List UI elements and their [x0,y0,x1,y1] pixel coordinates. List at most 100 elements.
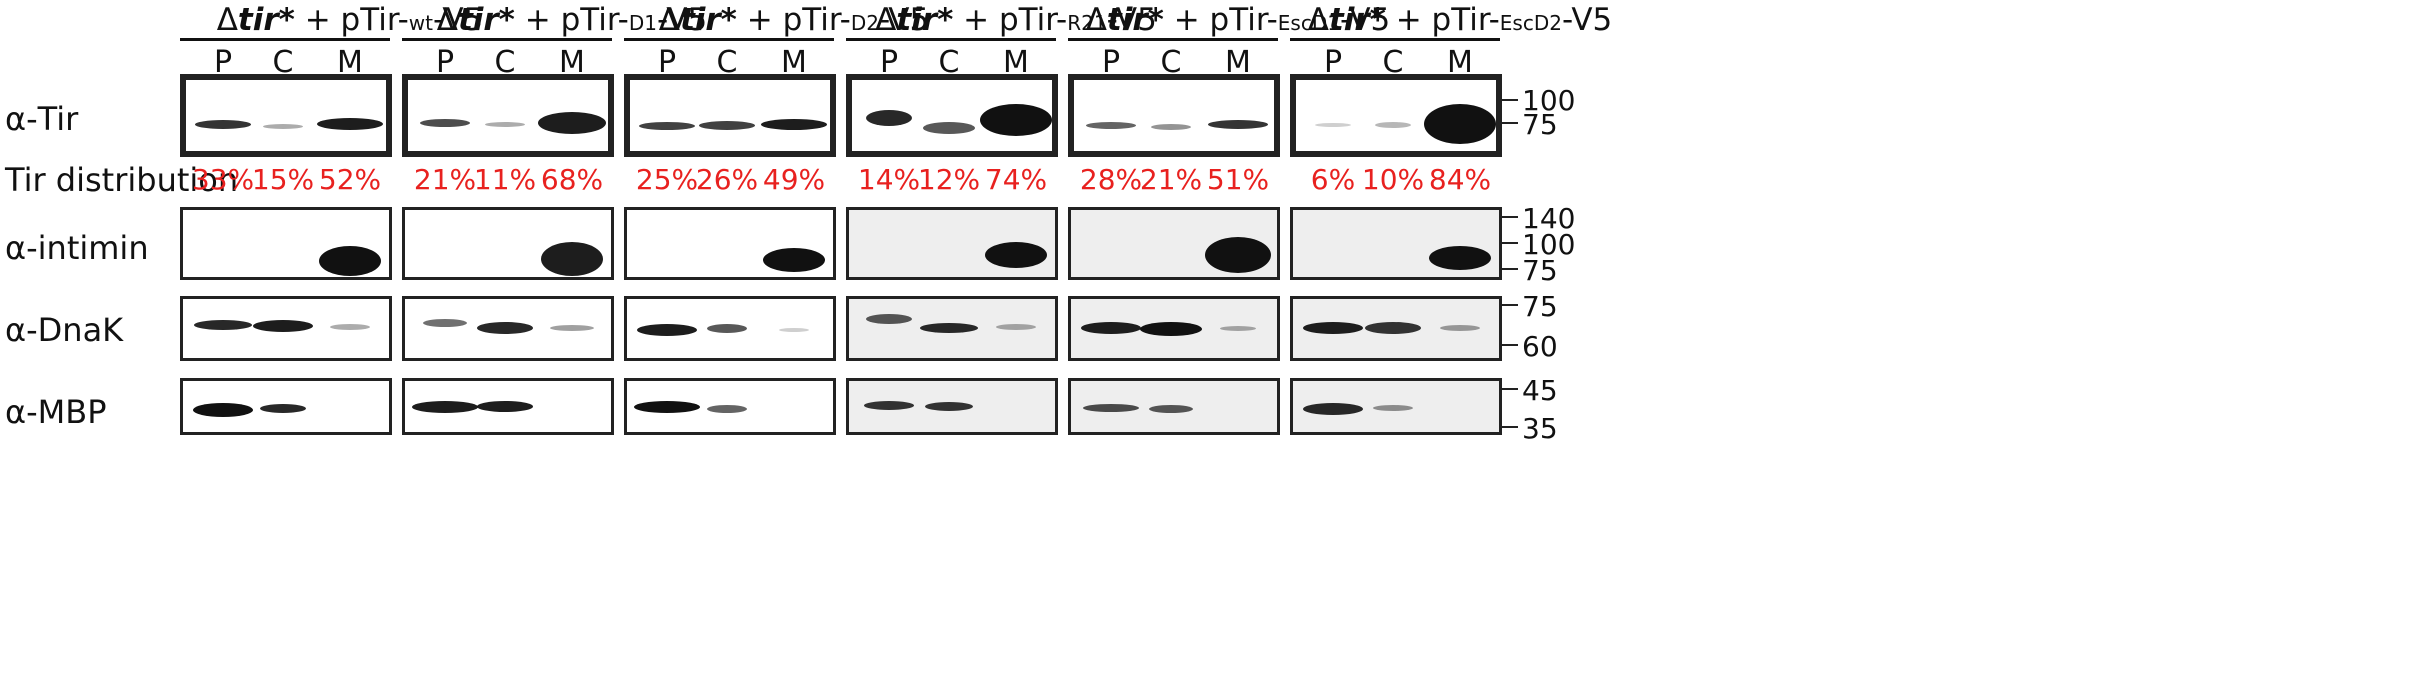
blot-panel-tir [624,74,836,157]
protein-band [763,248,825,272]
protein-band [1375,122,1411,128]
header-group-5: Δtir* + pTir-EscD1-V5 [1085,2,1391,38]
mw-tick [1502,216,1518,218]
blot-panel-tir [402,74,614,157]
protein-band [1208,120,1268,129]
protein-band [423,319,467,327]
protein-band [260,404,306,413]
lane-label: C [494,45,516,80]
header-underline [624,38,834,41]
protein-band [477,401,533,412]
protein-band [925,402,973,411]
protein-band [194,320,252,330]
protein-band [1373,405,1413,411]
protein-band [866,110,912,126]
tir-distribution-percent: 52% [318,163,382,196]
mw-marker-label: 60 [1522,330,1558,363]
mw-marker-label: 35 [1522,412,1558,445]
protein-band [637,324,697,336]
row-label-mbp: α-MBP [5,393,107,431]
tir-distribution-percent: 51% [1206,163,1270,196]
mw-marker-label: 100 [1522,84,1576,117]
lane-label: P [213,45,233,80]
header-group-6: Δtir* + pTir-EscD2-V5 [1307,2,1613,38]
lane-label: C [938,45,960,80]
protein-band [420,119,470,127]
mw-tick [1502,388,1518,390]
protein-band [1440,325,1480,331]
mw-marker-label: 75 [1522,254,1558,287]
protein-band [1315,123,1351,127]
protein-band [996,324,1036,330]
protein-band [1140,322,1202,336]
protein-band [920,323,978,333]
tir-distribution-percent: 28% [1079,163,1143,196]
protein-band [253,320,313,332]
protein-band [639,122,695,130]
lane-label: C [1160,45,1182,80]
tir-distribution-percent: 21% [413,163,477,196]
protein-band [263,124,303,129]
protein-band [1083,404,1139,412]
lane-label: P [1323,45,1343,80]
tir-distribution-percent: 49% [762,163,826,196]
mw-tick [1502,268,1518,270]
protein-band [195,120,251,129]
blot-panel-mbp [402,378,614,435]
row-label-dnak: α-DnaK [5,311,124,349]
protein-band [193,403,253,417]
tir-distribution-percent: 33% [191,163,255,196]
mw-tick [1502,122,1518,124]
mw-tick [1502,426,1518,428]
protein-band [634,401,700,413]
protein-band [779,328,809,332]
header-group-2: Δtir* + pTir-D1-V5 [436,2,708,38]
protein-band [1149,405,1193,413]
protein-band [1303,403,1363,415]
protein-band [1220,326,1256,331]
tir-distribution-percent: 11% [473,163,537,196]
tir-distribution-percent: 68% [540,163,604,196]
blot-panel-tir [180,74,392,157]
tir-distribution-percent: 26% [695,163,759,196]
mw-marker-label: 75 [1522,290,1558,323]
lane-label: P [1101,45,1121,80]
protein-band [1429,246,1491,270]
header-underline [1068,38,1278,41]
protein-band [1081,322,1141,334]
protein-band [550,325,594,331]
lane-label: C [716,45,738,80]
blot-panel-mbp [624,378,836,435]
protein-band [980,104,1052,136]
protein-band [1205,237,1271,273]
protein-band [1303,322,1363,334]
header-group-1: Δtir* + pTir-wt-V5 [216,2,484,38]
tir-distribution-percent: 21% [1139,163,1203,196]
protein-band [317,118,383,130]
mw-marker-label: 75 [1522,108,1558,141]
protein-band [864,401,914,410]
header-group-4: Δtir* + pTir-R21-V5 [875,2,1157,38]
header-group-3: Δtir* + pTir-D2-V5 [658,2,930,38]
mw-tick [1502,344,1518,346]
mw-tick [1502,242,1518,244]
tir-distribution-percent: 15% [251,163,315,196]
protein-band [1365,322,1421,334]
tir-distribution-percent: 84% [1428,163,1492,196]
tir-distribution-percent: 6% [1310,163,1356,196]
blot-panel-tir [1068,74,1280,157]
lane-label: P [879,45,899,80]
header-underline [402,38,612,41]
blot-panel-tir [1290,74,1502,157]
blot-panel-dnak [180,296,392,361]
protein-band [412,401,478,413]
protein-band [866,314,912,324]
blot-panel-tir [846,74,1058,157]
lane-label: C [1382,45,1404,80]
tir-distribution-percent: 12% [917,163,981,196]
protein-band [477,322,533,334]
protein-band [1086,122,1136,129]
row-label-distribution: Tir distribution [5,161,239,199]
protein-band [699,121,755,130]
lane-label: P [657,45,677,80]
